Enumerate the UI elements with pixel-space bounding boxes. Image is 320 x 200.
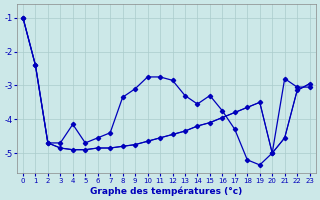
X-axis label: Graphe des températures (°c): Graphe des températures (°c) — [90, 186, 242, 196]
